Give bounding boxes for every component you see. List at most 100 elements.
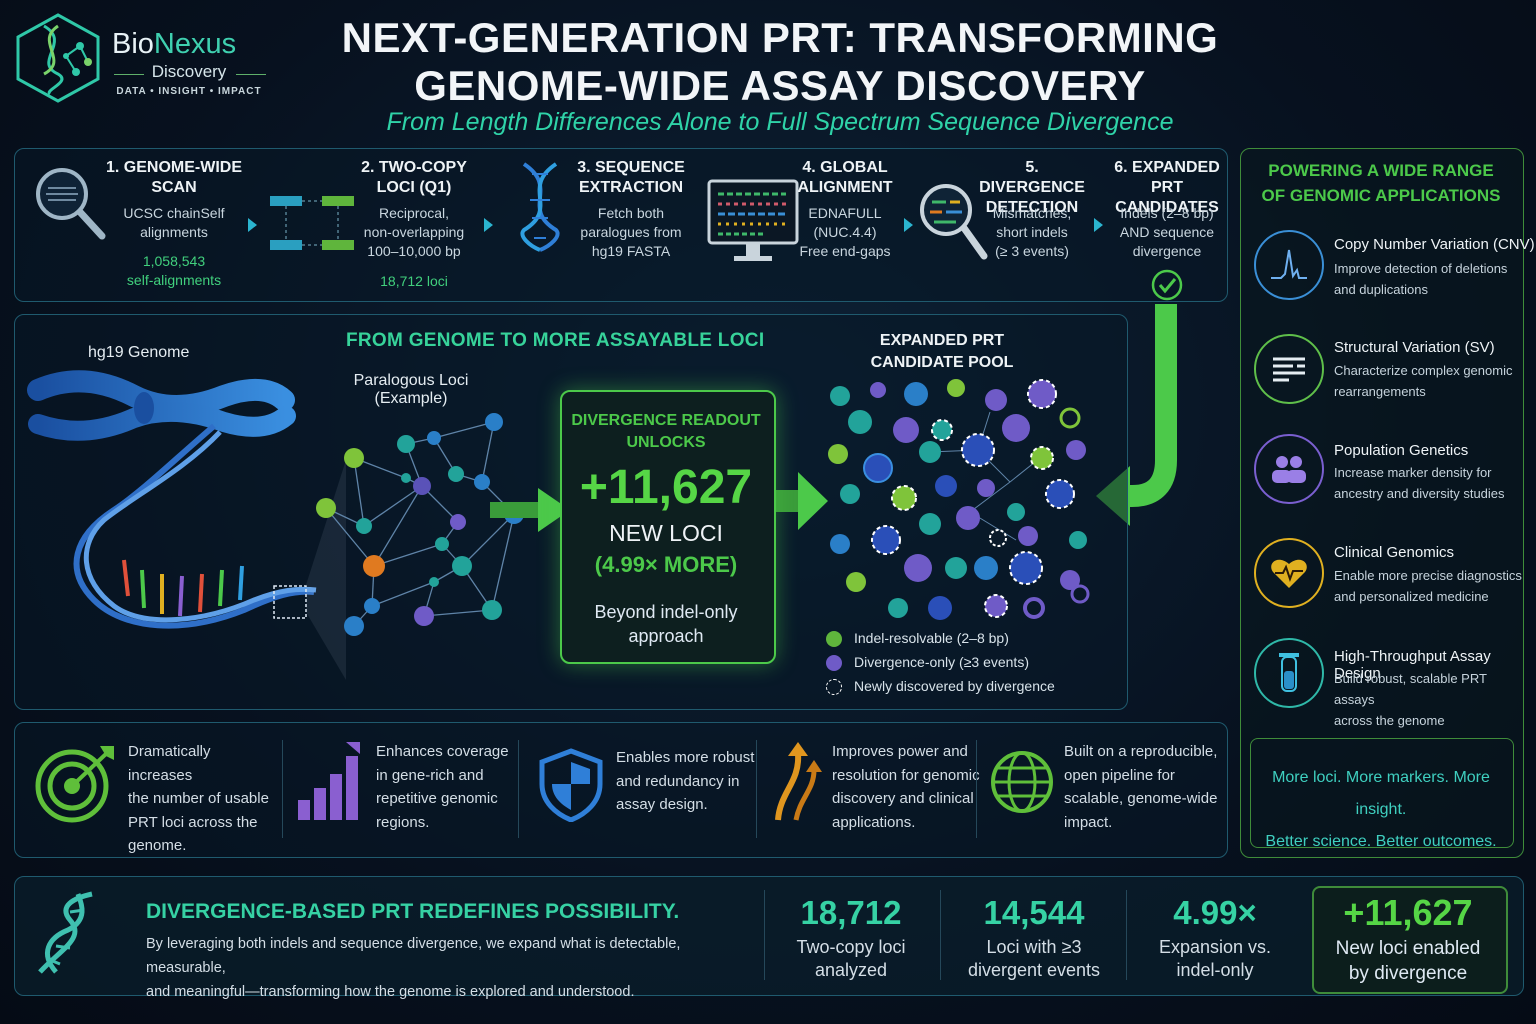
divider: [282, 740, 283, 838]
test-tube-icon: [1254, 638, 1324, 708]
globe-icon: [991, 751, 1053, 813]
unlock-heading: DIVERGENCE READOUT UNLOCKS: [571, 412, 761, 451]
footer-panel: [14, 876, 1524, 996]
unlock-multiplier: (4.99× MORE): [594, 552, 738, 577]
legend-item-divergence: Divergence-only (≥3 events): [826, 654, 1029, 672]
section-heading: FROM GENOME TO MORE ASSAYABLE LOCI: [346, 330, 765, 351]
dna-helix-icon: [38, 891, 93, 974]
step-2-title: 2. TWO-COPY LOCI (Q1): [361, 159, 467, 196]
divergence-unlock-card: [560, 390, 776, 664]
benefit-5-text: Built on a reproducible, open pipeline fo…: [1064, 743, 1218, 831]
arrow-right-icon: [490, 488, 570, 532]
step-2-highlight: 18,712 loci: [380, 273, 448, 289]
target-icon: [35, 746, 114, 823]
step-5-desc: Mismatches, short indels (≥ 3 events): [992, 205, 1072, 259]
step-6-desc: Indels (2–8 bp) AND sequence divergence: [1119, 205, 1215, 259]
magnifier-icon: [920, 184, 988, 260]
genome-label: hg19 Genome: [88, 344, 190, 361]
peak-chart-icon: [1254, 230, 1324, 300]
new-loci-card: [1312, 886, 1508, 994]
paralog-label: Paralogous Loci (Example): [353, 372, 469, 407]
paralogous-network-graph: [316, 413, 524, 636]
candidate-pool-cluster: [828, 379, 1090, 620]
arrow-right-icon: [1094, 218, 1103, 232]
brand-subtitle: Discovery: [151, 62, 227, 81]
app-desc-cnv: Improve detection of deletions and duplic…: [1334, 261, 1508, 297]
arrow-right-icon: [770, 472, 828, 530]
step-1-title: 1. GENOME-WIDE SCAN: [105, 159, 242, 196]
stat-divergent-loci-value: 14,544: [983, 894, 1085, 931]
divider: [518, 740, 519, 838]
step-3-title: 3. SEQUENCE EXTRACTION: [577, 159, 685, 196]
chromosome-dna-illustration: [27, 370, 317, 629]
callout-box: [1250, 738, 1514, 848]
hexagon-dna-logo-icon: [16, 13, 100, 103]
benefit-4-text: Improves power and resolution for genomic…: [832, 743, 980, 831]
divider: [940, 890, 941, 980]
app-desc-clinical: Enable more precise diagnostics and perso…: [1334, 568, 1522, 604]
page-title: NEXT-GENERATION PRT: TRANSFORMING GENOME…: [341, 14, 1219, 109]
pipeline-panel: [14, 148, 1228, 302]
divider: [236, 74, 266, 75]
footer-heading: DIVERGENCE-BASED PRT REDEFINES POSSIBILI…: [146, 900, 680, 923]
unlock-new-loci: NEW LOCI: [609, 520, 723, 546]
benefit-2-text: Enhances coverage in gene-rich and repetit…: [376, 743, 509, 831]
benefit-3-text: Enables more robust and redundancy in assa…: [616, 749, 755, 813]
app-desc-htp: Build robust, scalable PRT assays across …: [1334, 671, 1487, 728]
unlock-note: Beyond indel-only approach: [594, 602, 738, 646]
bars-icon: [1254, 334, 1324, 404]
step-6-title: 6. EXPANDED PRT CANDIDATES: [1114, 159, 1220, 216]
step-1-highlight: 1,058,543 self-alignments: [126, 253, 222, 288]
app-desc-sv: Characterize complex genomic rearrangemen…: [1334, 363, 1513, 399]
app-desc-popgen: Increase marker density for ancestry and …: [1334, 465, 1505, 501]
legend-item-new: Newly discovered by divergence: [826, 678, 1055, 696]
divider: [764, 890, 765, 980]
app-title-cnv: Copy Number Variation (CNV): [1334, 236, 1535, 253]
zoom-beam-icon: [306, 460, 346, 680]
brand-name: BioNexus: [112, 28, 237, 60]
arrow-right-icon: [904, 218, 913, 232]
step-4-title: 4. GLOBAL ALIGNMENT: [797, 159, 893, 196]
stat-two-copy-loci-label: Two-copy loci analyzed: [796, 937, 906, 980]
divider: [976, 740, 977, 838]
dna-helix-icon: [520, 162, 560, 252]
stat-expansion-value: 4.99×: [1173, 894, 1257, 931]
check-circle-icon: [1151, 269, 1183, 301]
step-4-desc: EDNAFULL (NUC.4.4) Free end-gaps: [799, 205, 891, 259]
magnifier-icon: [36, 168, 106, 240]
app-title-sv: Structural Variation (SV): [1334, 339, 1495, 356]
up-arrows-icon: [775, 742, 822, 821]
app-title-clinical: Clinical Genomics: [1334, 544, 1455, 561]
step-3-desc: Fetch both paralogues from hg19 FASTA: [580, 205, 682, 259]
callout-text: More loci. More markers. More insight. Be…: [1265, 769, 1497, 850]
page-subtitle: From Length Differences Alone to Full Sp…: [386, 108, 1174, 136]
benefits-panel: [14, 722, 1228, 858]
brand-tagline: DATA • INSIGHT • IMPACT: [116, 86, 262, 97]
legend-dot: [826, 679, 842, 696]
footer-text: By leveraging both indels and sequence d…: [146, 936, 681, 1000]
divider: [114, 74, 144, 75]
step-2-desc: Reciprocal, non-overlapping 100–10,000 bp: [363, 205, 465, 259]
applications-heading: POWERING A WIDE RANGE OF GENOMIC APPLICAT…: [1261, 161, 1501, 205]
divider: [756, 740, 757, 838]
app-title-htp: High-Throughput Assay Design: [1334, 648, 1491, 682]
legend-dot: [826, 631, 842, 648]
step-1-desc: UCSC chainSelf alignments: [123, 205, 225, 240]
unlock-number: +11,627: [579, 461, 753, 514]
stat-expansion-label: Expansion vs. indel-only: [1158, 937, 1272, 980]
step-5-title: 5. DIVERGENCE DETECTION: [979, 159, 1085, 216]
pool-title: EXPANDED PRT CANDIDATE POOL: [870, 332, 1014, 371]
heart-pulse-icon: [1254, 538, 1324, 608]
stat-new-loci-label: New loci enabled by divergence: [1335, 938, 1481, 984]
people-icon: [1254, 434, 1324, 504]
divider: [1126, 890, 1127, 980]
stat-divergent-loci-label: Loci with ≥3 divergent events: [967, 937, 1101, 980]
paired-blocks-icon: [270, 196, 354, 250]
arrow-right-icon: [484, 218, 493, 232]
stat-two-copy-loci-value: 18,712: [800, 894, 902, 931]
monitor-icon: [707, 179, 799, 261]
legend-item-indel: Indel-resolvable (2–8 bp): [826, 630, 1009, 648]
stat-new-loci-value: +11,627: [1343, 892, 1473, 933]
legend-dot: [826, 655, 842, 672]
benefit-1-text: Dramatically increases the number of usab…: [128, 743, 269, 854]
